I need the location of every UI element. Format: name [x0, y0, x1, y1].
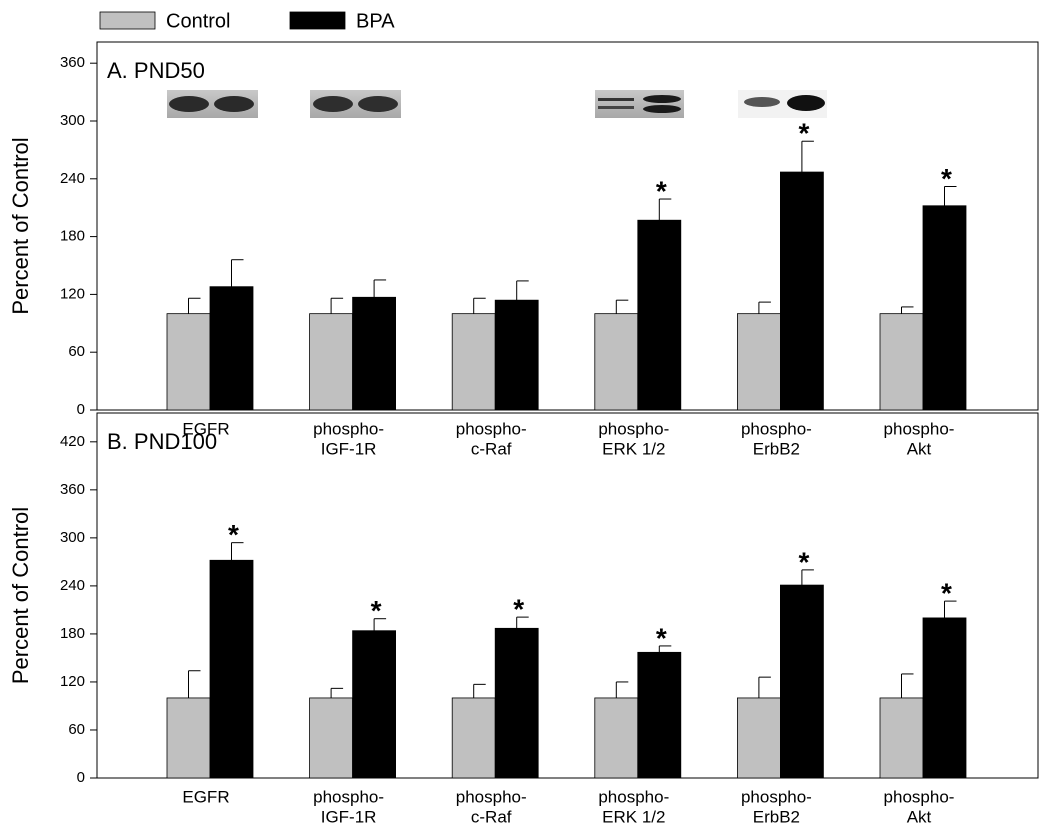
bar — [922, 617, 967, 779]
bar — [737, 697, 781, 779]
blot-band — [787, 95, 825, 111]
x-tick-label: phospho- — [313, 419, 384, 438]
y-tick-label: 60 — [68, 721, 85, 738]
legend-swatch — [99, 11, 156, 30]
y-tick-label: 0 — [77, 401, 85, 418]
y-tick-label: 420 — [60, 433, 85, 450]
x-tick-label: ERK 1/2 — [602, 439, 665, 458]
y-tick-label: 120 — [60, 285, 85, 302]
bar — [922, 205, 967, 411]
y-tick-label: 300 — [60, 112, 85, 129]
bar — [780, 584, 824, 779]
blot-band — [643, 95, 681, 103]
bar — [637, 651, 682, 779]
bar — [209, 559, 254, 779]
blot-band — [313, 96, 353, 112]
blot-band — [169, 96, 209, 112]
panel-title: B. PND100 — [107, 429, 217, 454]
bar — [309, 697, 354, 779]
blot-band — [358, 96, 398, 112]
y-axis-label: Percent of Control — [8, 137, 33, 314]
y-tick-label: 120 — [60, 673, 85, 690]
y-tick-label: 180 — [60, 228, 85, 245]
bar — [780, 171, 824, 411]
significance-marker: * — [941, 163, 952, 194]
blot-band — [598, 106, 634, 109]
x-tick-label: c-Raf — [471, 439, 512, 458]
x-tick-label: EGFR — [182, 419, 229, 438]
y-tick-label: 240 — [60, 170, 85, 187]
bar — [494, 299, 539, 411]
y-tick-label: 240 — [60, 577, 85, 594]
x-tick-label: ErbB2 — [753, 439, 800, 458]
x-tick-label: ERK 1/2 — [602, 807, 665, 826]
plot-frame — [96, 41, 1039, 411]
blot-band — [744, 97, 780, 107]
western-blots — [167, 90, 827, 118]
bar — [209, 286, 254, 411]
x-tick-label: EGFR — [182, 787, 229, 806]
x-tick-label: phospho- — [741, 419, 812, 438]
x-tick-label: phospho- — [456, 419, 527, 438]
x-tick-label: phospho- — [884, 419, 955, 438]
blot-band — [598, 98, 634, 101]
x-tick-label: phospho- — [598, 419, 669, 438]
x-tick-label: c-Raf — [471, 807, 512, 826]
significance-marker: * — [941, 577, 952, 608]
significance-marker: * — [798, 118, 809, 149]
blot-band — [643, 105, 681, 113]
bar — [352, 296, 397, 411]
y-tick-label: 0 — [77, 769, 85, 786]
bar — [594, 313, 639, 411]
y-tick-label: 360 — [60, 54, 85, 71]
bar — [637, 219, 682, 411]
y-tick-label: 360 — [60, 481, 85, 498]
significance-marker: * — [798, 546, 809, 577]
bar — [451, 313, 496, 411]
bar — [352, 630, 397, 779]
x-tick-label: phospho- — [741, 787, 812, 806]
x-tick-label: phospho- — [598, 787, 669, 806]
bar — [594, 697, 639, 779]
bar — [879, 313, 924, 411]
significance-marker: * — [656, 622, 667, 653]
y-tick-label: 60 — [68, 343, 85, 360]
significance-marker: * — [513, 594, 524, 625]
legend-label: BPA — [356, 10, 395, 32]
bar — [166, 697, 211, 779]
x-tick-label: IGF-1R — [321, 807, 377, 826]
x-tick-label: Akt — [907, 807, 932, 826]
x-tick-label: IGF-1R — [321, 439, 377, 458]
panel-title: A. PND50 — [107, 58, 205, 83]
x-tick-label: phospho- — [456, 787, 527, 806]
x-tick-label: phospho- — [884, 787, 955, 806]
significance-marker: * — [228, 519, 239, 550]
legend-swatch — [289, 11, 346, 30]
bar — [737, 313, 781, 411]
bar — [494, 627, 539, 779]
bar — [451, 697, 496, 779]
significance-marker: * — [371, 595, 382, 626]
x-tick-label: phospho- — [313, 787, 384, 806]
legend-label: Control — [166, 10, 230, 32]
significance-marker: * — [656, 175, 667, 206]
bar — [166, 313, 211, 411]
blot-band — [214, 96, 254, 112]
x-tick-label: Akt — [907, 439, 932, 458]
y-tick-label: 300 — [60, 529, 85, 546]
plot-frame — [96, 412, 1039, 779]
bar — [309, 313, 354, 411]
x-tick-label: ErbB2 — [753, 807, 800, 826]
y-tick-label: 180 — [60, 625, 85, 642]
bar — [879, 697, 924, 779]
y-axis-label: Percent of Control — [8, 507, 33, 684]
blot-image — [595, 90, 684, 118]
